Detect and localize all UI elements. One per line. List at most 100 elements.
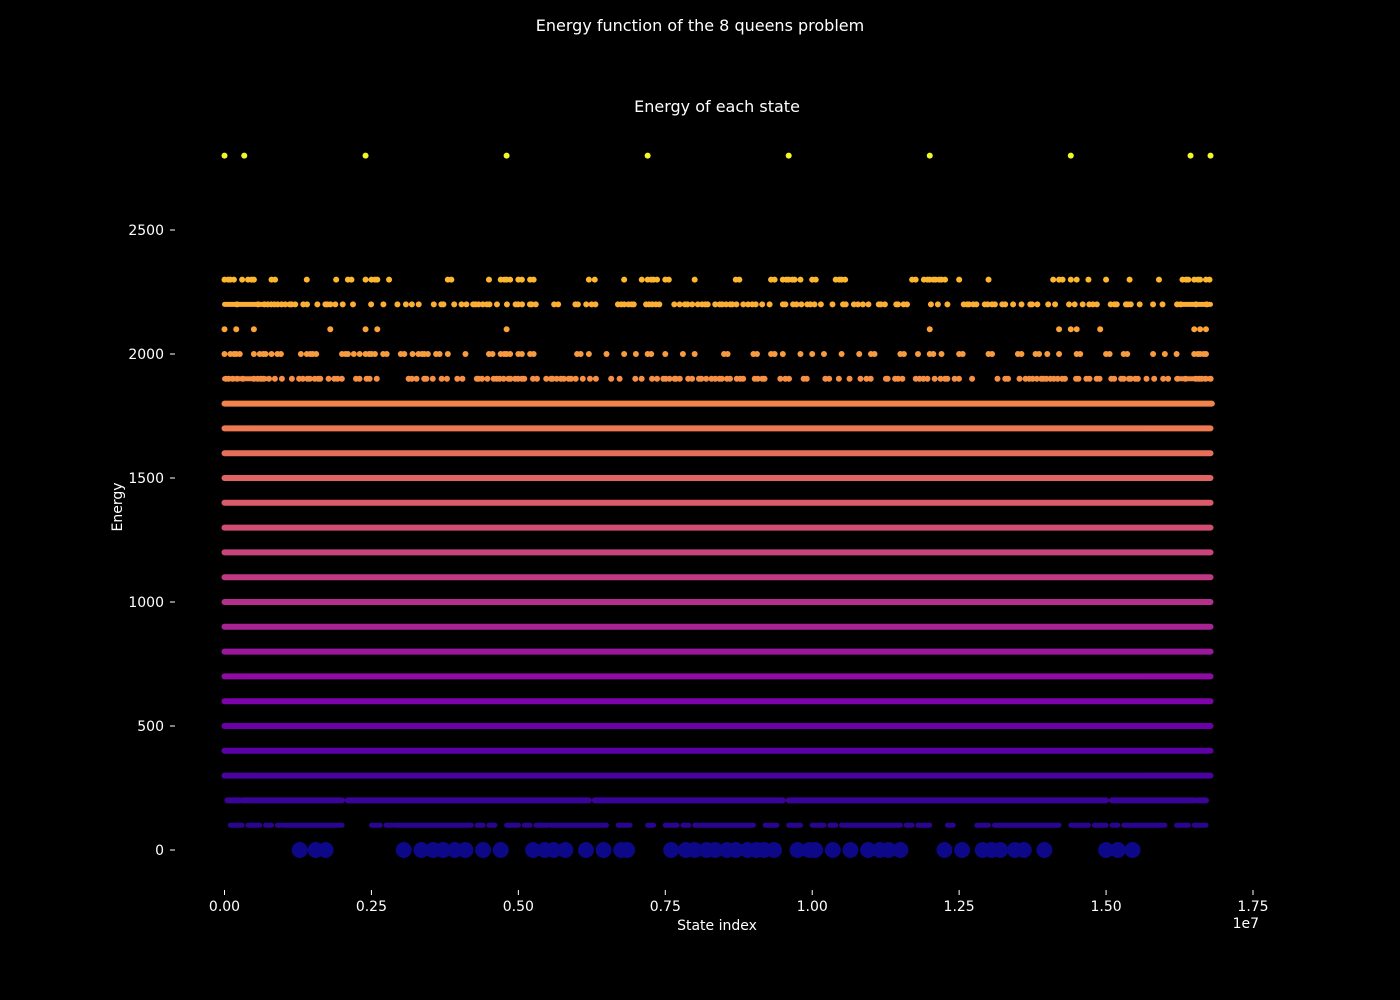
data-point	[250, 326, 257, 333]
data-point	[317, 842, 334, 858]
data-point	[436, 351, 443, 357]
data-point	[1002, 301, 1009, 308]
data-point	[648, 351, 655, 357]
data-point	[1127, 375, 1134, 382]
data-point	[334, 375, 341, 382]
data-point	[291, 842, 308, 858]
data-point	[239, 276, 246, 283]
data-point	[362, 276, 369, 283]
data-point	[530, 276, 537, 283]
data-point	[723, 301, 730, 308]
data-point	[413, 375, 420, 382]
data-point	[299, 375, 306, 382]
data-point	[413, 842, 430, 858]
data-point	[1159, 301, 1166, 308]
data-point	[689, 301, 696, 308]
data-point	[676, 301, 683, 308]
data-point	[459, 375, 466, 382]
energy-level-1900	[222, 375, 1214, 382]
data-point	[838, 351, 845, 357]
data-point	[1056, 326, 1063, 333]
data-point	[373, 375, 380, 382]
data-point	[1207, 152, 1214, 159]
data-point	[829, 301, 836, 308]
data-point	[1111, 375, 1118, 382]
data-point	[1029, 375, 1036, 382]
data-point	[1143, 375, 1150, 382]
x-tick-label: 0.00	[209, 899, 240, 915]
data-point	[1150, 301, 1157, 308]
y-axis-label: Energy	[110, 482, 126, 531]
data-point	[408, 375, 415, 382]
data-point	[592, 375, 599, 382]
data-point	[989, 351, 996, 357]
data-point	[394, 301, 401, 308]
data-point	[1197, 326, 1204, 333]
data-point	[1197, 276, 1204, 283]
data-point	[904, 301, 911, 308]
y-tick-label: 500	[137, 719, 164, 735]
data-point	[1061, 375, 1068, 382]
y-tick-label: 2000	[128, 347, 164, 363]
data-point	[592, 301, 599, 308]
y-tick-label: 1500	[128, 471, 164, 487]
scatter-marks	[221, 152, 1215, 858]
data-point	[930, 351, 937, 357]
data-point	[1096, 375, 1103, 382]
data-point	[292, 301, 299, 308]
data-point	[771, 351, 778, 357]
data-point	[892, 842, 909, 858]
data-point	[694, 301, 701, 308]
data-point	[703, 375, 710, 382]
data-point	[500, 375, 507, 382]
data-point	[532, 301, 539, 308]
data-point	[371, 351, 378, 357]
data-point	[395, 842, 412, 858]
data-point	[303, 276, 310, 283]
data-point	[812, 276, 819, 283]
data-point	[344, 351, 351, 357]
data-point	[348, 276, 355, 283]
data-point	[1161, 351, 1168, 357]
data-point	[585, 351, 592, 357]
data-point	[250, 276, 257, 283]
data-point	[900, 351, 907, 357]
data-point	[1077, 351, 1084, 357]
data-point	[1202, 351, 1209, 357]
data-point	[1086, 375, 1093, 382]
x-tick-label: 0.25	[356, 899, 387, 915]
data-point	[451, 301, 458, 308]
data-point	[934, 301, 941, 308]
data-point	[656, 301, 663, 308]
data-point	[654, 375, 661, 382]
data-point	[444, 351, 451, 357]
data-point	[518, 276, 525, 283]
data-point	[313, 351, 320, 357]
data-point	[333, 276, 340, 283]
data-point	[560, 375, 567, 382]
data-point	[1191, 326, 1198, 333]
x-tick-label: 0.75	[650, 899, 681, 915]
data-point	[430, 301, 437, 308]
data-point	[507, 276, 514, 283]
data-point	[401, 351, 408, 357]
data-point	[727, 842, 744, 858]
data-point	[492, 842, 509, 858]
data-point	[846, 375, 853, 382]
data-point	[865, 301, 872, 308]
data-point	[268, 351, 275, 357]
data-point	[857, 375, 864, 382]
data-point	[944, 375, 951, 382]
data-point	[1054, 375, 1061, 382]
data-point	[954, 842, 971, 858]
data-point	[724, 351, 731, 357]
data-point	[811, 301, 818, 308]
data-point	[665, 276, 672, 283]
data-point	[1018, 301, 1025, 308]
data-point	[1093, 301, 1100, 308]
data-point	[1202, 326, 1209, 333]
data-point	[859, 301, 866, 308]
data-point	[1124, 842, 1141, 858]
data-point	[332, 301, 339, 308]
data-point	[374, 276, 381, 283]
